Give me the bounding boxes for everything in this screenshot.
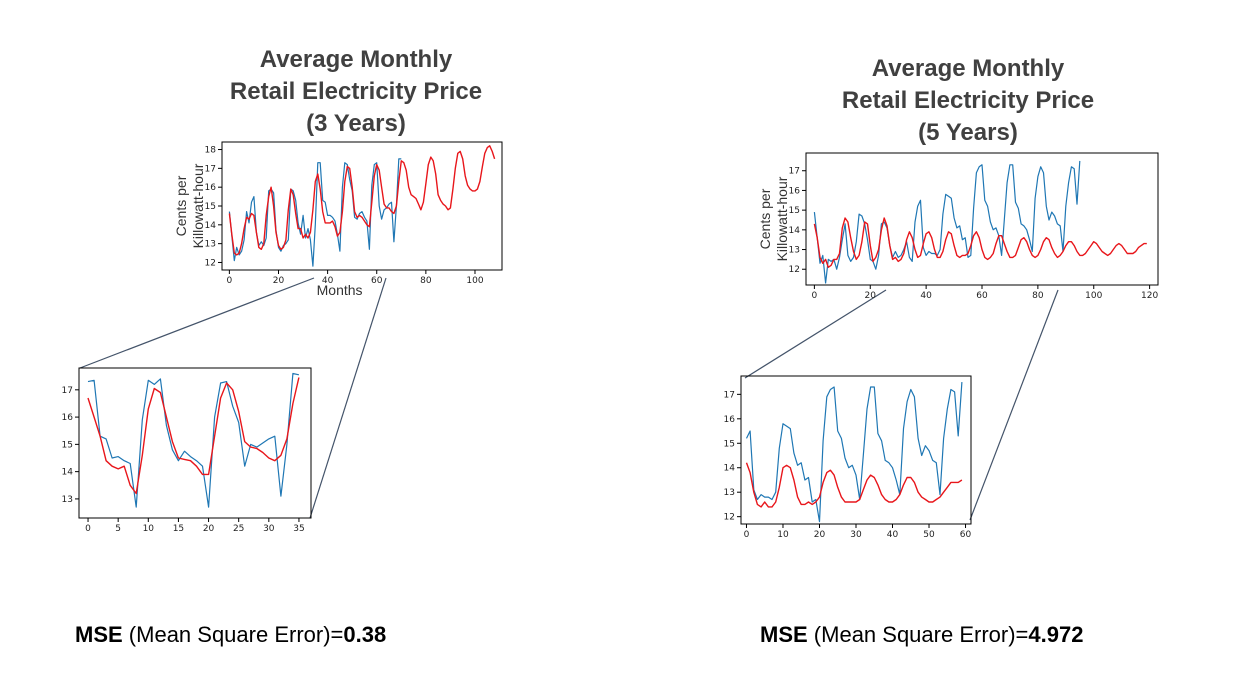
x-tick-label: 35 [293,524,304,534]
y-tick-label: 16 [62,413,74,423]
x-tick-label: 40 [920,291,932,301]
y-tick-label: 15 [724,439,735,449]
right-chart-title: Average Monthly Retail Electricity Price… [798,53,1138,149]
predicted-series-line [87,377,300,495]
left-title-line-2: Retail Electricity Price [229,78,483,105]
y-tick-label: 16 [205,183,217,193]
y-tick-label: 13 [789,246,800,256]
y-axis-label: Cents per [173,175,189,236]
y-axis-label: Cents per [757,188,773,249]
y-tick-label: 14 [789,226,801,236]
y-tick-label: 16 [789,186,801,196]
y-tick-label: 14 [205,221,217,231]
left-zoom-connector-2 [309,277,387,519]
plot-frame [221,141,503,271]
y-tick-label: 15 [62,440,73,450]
x-tick-label: 30 [850,530,862,540]
x-tick-label: 10 [777,530,789,540]
y-tick-label: 14 [62,468,74,478]
y-tick-label: 12 [789,265,800,275]
right-zoom-connector-1 [744,289,887,379]
y-tick-label: 13 [724,488,735,498]
y-tick-label: 18 [205,146,217,156]
right-title-line-2: Retail Electricity Price [841,87,1095,114]
x-tick-label: 5 [115,524,121,534]
left-title-line-1: Average Monthly [259,46,453,73]
x-tick-label: 20 [865,291,877,301]
x-tick-label: 80 [1032,291,1044,301]
y-tick-label: 13 [205,240,216,250]
y-tick-label: 16 [724,415,736,425]
left-mse-label: MSE (Mean Square Error)=0.38 [75,622,386,648]
left-main-chart: 0 20 40 60 80 100 12 13 14 15 16 17 18 Cents per Killo… [173,141,503,298]
x-tick-label: 100 [1085,291,1102,301]
right-zoom-connector-2 [969,289,1059,521]
x-tick-label: 15 [173,524,184,534]
actual-series-line [745,382,963,523]
right-mse-value: 4.972 [1028,622,1084,647]
y-tick-label: 17 [724,390,735,400]
right-title-line-1: Average Monthly [871,55,1065,82]
x-tick-label: 100 [466,276,483,286]
x-tick-label: 20 [814,530,826,540]
x-tick-label: 60 [960,530,972,540]
y-tick-label: 12 [205,258,216,268]
x-tick-label: 20 [203,524,215,534]
actual-series-line [228,158,402,267]
x-tick-label: 0 [85,524,91,534]
left-mse-abbrev: MSE [75,622,123,647]
x-tick-label: 80 [420,276,432,286]
x-tick-label: 60 [976,291,988,301]
y-tick-label: 13 [62,495,73,505]
y-tick-label: 17 [205,164,216,174]
y-tick-label: 15 [789,206,800,216]
left-title-line-3: (3 Years) [306,110,406,137]
x-tick-label: 10 [143,524,155,534]
right-mse-abbrev: MSE [760,622,808,647]
left-zoom-chart: 0 5 10 15 20 25 30 35 13 14 15 16 17 [62,367,312,534]
predicted-series-line [745,462,963,508]
left-mse-value: 0.38 [343,622,387,647]
y-tick-label: 15 [205,202,216,212]
right-main-chart: 0 20 40 60 80 100 120 12 13 14 15 16 17 Cents per Kill… [757,152,1159,301]
x-tick-label: 60 [371,276,383,286]
predicted-series-line [813,217,1147,269]
x-tick-label: 120 [1141,291,1158,301]
x-tick-label: 40 [887,530,899,540]
left-zoom-connector-1 [79,277,315,369]
right-mse-label: MSE (Mean Square Error)=4.972 [760,622,1083,648]
y-tick-label: 17 [62,386,73,396]
left-mse-text: (Mean Square Error)= [122,622,344,647]
actual-series-line [813,160,1081,284]
y-tick-label: 12 [724,513,735,523]
x-tick-label: 40 [322,276,334,286]
predicted-series-line [228,145,496,256]
x-tick-label: 50 [923,530,935,540]
x-tick-label: 0 [227,276,233,286]
plot-frame [78,367,312,519]
y-tick-label: 14 [724,464,736,474]
x-axis-label: Months [317,282,363,298]
x-tick-label: 20 [273,276,285,286]
right-title-line-3: (5 Years) [918,119,1018,146]
y-axis-label: Killowatt-hour [190,163,206,248]
actual-series-line [87,372,300,508]
right-mse-text: (Mean Square Error)= [807,622,1029,647]
y-tick-label: 17 [789,167,800,177]
x-tick-label: 25 [233,524,244,534]
left-chart-title: Average Monthly Retail Electricity Price… [186,44,526,140]
x-tick-label: 0 [744,530,750,540]
x-tick-label: 30 [263,524,275,534]
y-axis-label: Killowatt-hour [774,176,790,261]
right-zoom-chart: 0 10 20 30 40 50 60 12 13 14 15 16 17 [724,375,972,540]
x-tick-label: 0 [812,291,818,301]
